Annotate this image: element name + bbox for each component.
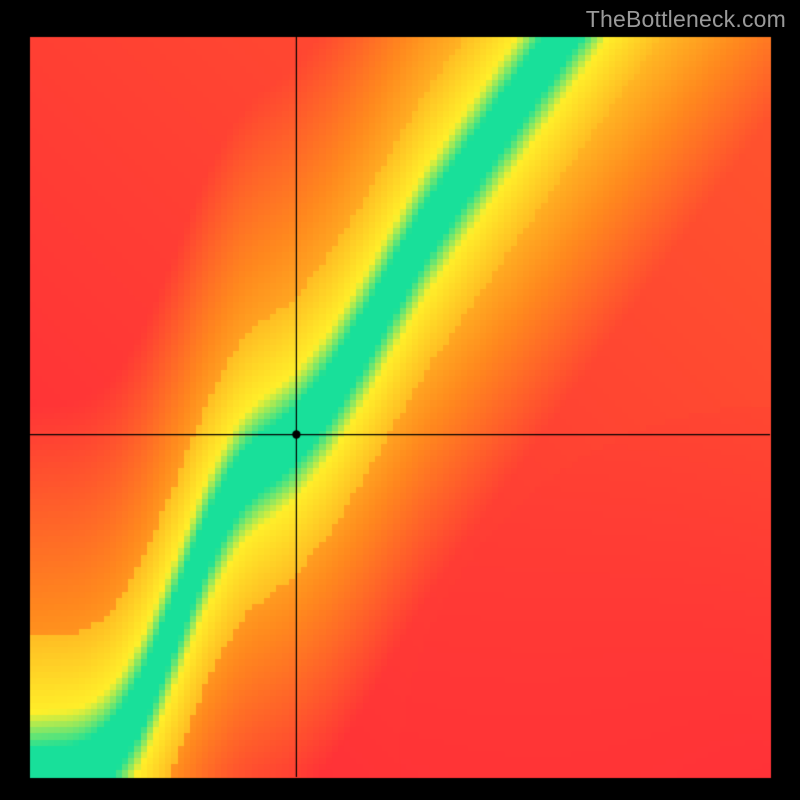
bottleneck-heatmap (0, 0, 800, 800)
watermark-text: TheBottleneck.com (586, 6, 786, 33)
chart-container: TheBottleneck.com (0, 0, 800, 800)
